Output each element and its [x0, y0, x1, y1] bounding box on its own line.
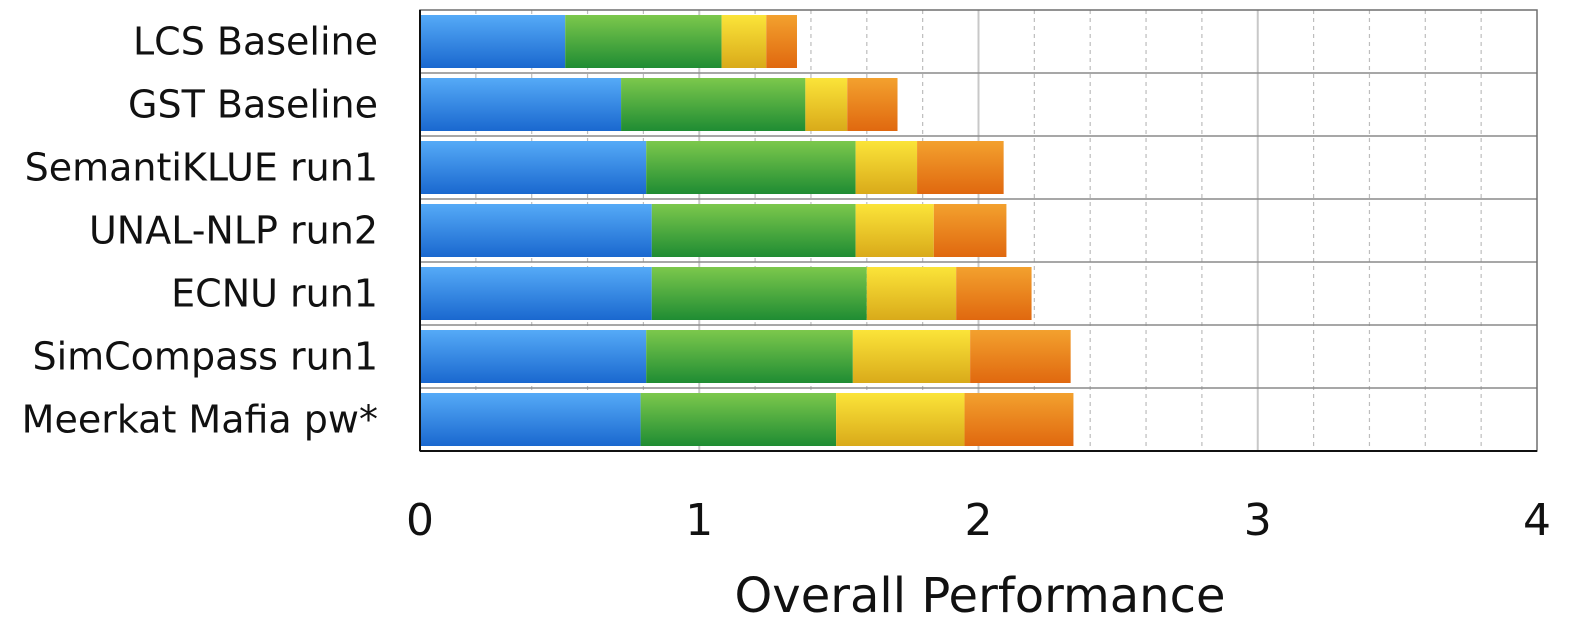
bar-segment-2 [651, 267, 867, 320]
category-label: SemantiKLUE run1 [25, 146, 378, 190]
bar-segment-2 [646, 330, 853, 383]
bar-segment-4 [917, 141, 1004, 194]
bars [420, 15, 1074, 446]
bar-segment-2 [646, 141, 856, 194]
category-label: LCS Baseline [133, 20, 378, 64]
x-axis-title: Overall Performance [735, 568, 1226, 624]
category-label: SimCompass run1 [32, 335, 378, 379]
category-label: UNAL-NLP run2 [89, 209, 378, 253]
row-separators [420, 72, 1537, 389]
bar-segment-3 [866, 267, 957, 320]
bar-segment-4 [956, 267, 1032, 320]
x-tick-label: 2 [965, 495, 993, 546]
bar-segment-4 [970, 330, 1071, 383]
bar-segment-1 [420, 393, 641, 446]
bar-segment-1 [420, 204, 652, 257]
bar-segment-2 [640, 393, 837, 446]
bar-segment-4 [933, 204, 1007, 257]
x-tick-label: 0 [406, 495, 434, 546]
bar-segment-1 [420, 141, 647, 194]
bar-segment-3 [721, 15, 767, 68]
bar-segment-1 [420, 15, 566, 68]
x-tick-label: 3 [1244, 495, 1272, 546]
bar-segment-3 [855, 141, 918, 194]
bar-segment-4 [964, 393, 1074, 446]
bar-segment-2 [651, 204, 856, 257]
x-tick-labels: 0 1 2 3 4 [406, 495, 1551, 546]
category-label: GST Baseline [128, 83, 378, 127]
bar-segment-4 [766, 15, 797, 68]
plot-frame [419, 9, 1538, 452]
bar-segment-1 [420, 330, 647, 383]
bar-segment-1 [420, 267, 652, 320]
bar-segment-3 [836, 393, 965, 446]
bar-segment-4 [847, 78, 898, 131]
bar-segment-2 [565, 15, 722, 68]
bar-segment-3 [855, 204, 934, 257]
x-tick-label: 4 [1523, 495, 1551, 546]
bar-segment-2 [621, 78, 806, 131]
x-tick-label: 1 [685, 495, 713, 546]
bar-segment-3 [805, 78, 848, 131]
bar-segment-1 [420, 78, 622, 131]
category-labels: LCS Baseline GST Baseline SemantiKLUE run1… [22, 20, 378, 442]
bar-segment-3 [852, 330, 971, 383]
category-label: ECNU run1 [171, 272, 378, 316]
category-label: Meerkat Mafia pw* [22, 398, 378, 442]
